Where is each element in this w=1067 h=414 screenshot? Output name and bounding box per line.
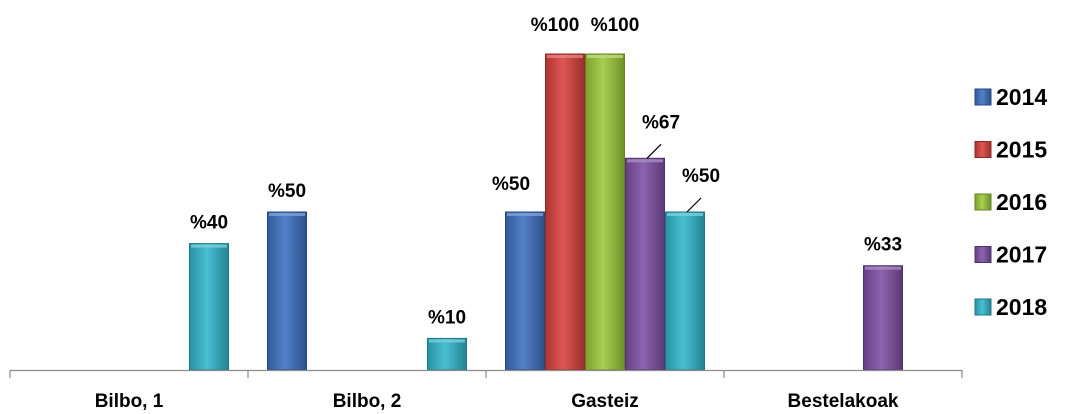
legend-swatch-2014 bbox=[974, 88, 992, 106]
x-axis: Bilbo, 1 Bilbo, 2 Gasteiz Bestelakoak bbox=[9, 369, 963, 412]
bar-bestelakoak-2017 bbox=[863, 265, 903, 371]
legend: 2014 2015 2016 2017 2018 bbox=[974, 84, 1047, 320]
bar-highlight bbox=[587, 55, 623, 58]
category-label-bilbo-1: Bilbo, 1 bbox=[95, 391, 164, 412]
category-label-bestelakoak: Bestelakoak bbox=[788, 391, 899, 412]
data-label-gasteiz-2016: %100 bbox=[591, 15, 640, 36]
bar-highlight bbox=[507, 213, 543, 216]
data-label-bilbo-2-2018: %10 bbox=[428, 307, 466, 328]
legend-swatch-2015 bbox=[974, 141, 992, 158]
legend-label-2018: 2018 bbox=[996, 294, 1047, 320]
legend-swatch-2018 bbox=[974, 298, 992, 316]
data-label-gasteiz-2018: %50 bbox=[682, 166, 720, 187]
data-label-gasteiz-2014: %50 bbox=[492, 174, 530, 195]
legend-label-2014: 2014 bbox=[996, 84, 1047, 110]
label-leader-line bbox=[686, 197, 702, 213]
category-label-bilbo-2: Bilbo, 2 bbox=[333, 391, 402, 412]
bar-highlight bbox=[667, 213, 703, 216]
bar-highlight bbox=[865, 266, 901, 270]
bar-bilbo-2-2014 bbox=[267, 211, 307, 371]
data-labels-layer: %50 %50 %100 %100 %67 %33 %40 %10 %50 bbox=[190, 15, 902, 328]
bar-gasteiz-2014 bbox=[505, 211, 545, 371]
legend-label-2017: 2017 bbox=[996, 242, 1047, 268]
bars-layer bbox=[189, 53, 903, 371]
bar-bilbo-2-2018 bbox=[427, 337, 467, 371]
category-label-gasteiz: Gasteiz bbox=[571, 391, 639, 412]
bar-bilbo-1-2018 bbox=[189, 243, 229, 371]
data-label-gasteiz-2017: %67 bbox=[642, 112, 680, 133]
data-label-gasteiz-2015: %100 bbox=[531, 15, 580, 36]
legend-swatch-2016 bbox=[974, 193, 992, 211]
bar-highlight bbox=[269, 213, 305, 216]
bar-highlight bbox=[627, 159, 663, 163]
bar-gasteiz-2016 bbox=[585, 53, 625, 371]
legend-swatch-2017 bbox=[974, 246, 992, 263]
label-leader-line bbox=[646, 143, 662, 159]
legend-label-2015: 2015 bbox=[996, 137, 1047, 163]
legend-label-2016: 2016 bbox=[996, 189, 1047, 215]
bar-highlight bbox=[429, 339, 465, 343]
data-label-bestelakoak-2017: %33 bbox=[864, 235, 902, 256]
data-label-bilbo-1-2018: %40 bbox=[190, 213, 228, 234]
bar-gasteiz-2017 bbox=[625, 157, 665, 371]
bar-highlight bbox=[547, 55, 583, 58]
data-label-bilbo-2-2014: %50 bbox=[268, 181, 306, 202]
bar-gasteiz-2015 bbox=[545, 53, 585, 371]
bar-highlight bbox=[191, 244, 227, 248]
bar-gasteiz-2018 bbox=[665, 211, 705, 371]
